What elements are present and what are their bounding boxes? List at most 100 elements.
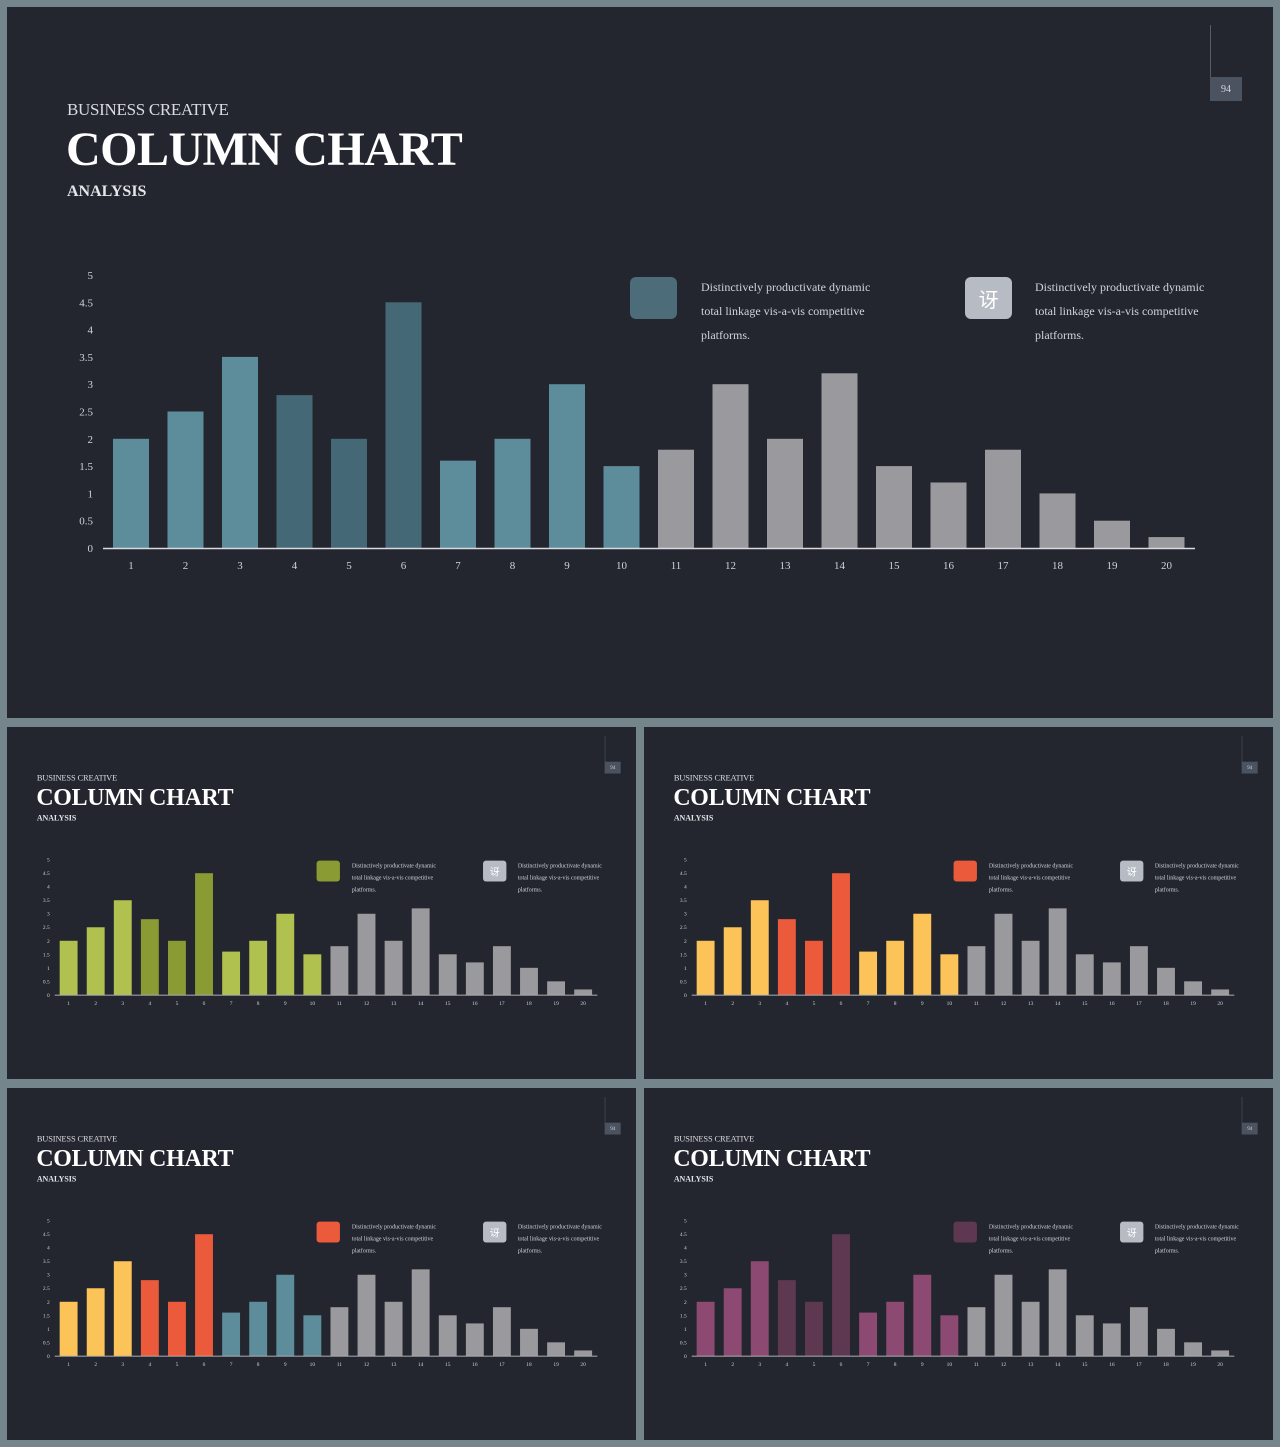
x-tick-label: 16 (1109, 1362, 1115, 1368)
x-tick-label: 14 (1055, 1001, 1061, 1007)
x-tick-label: 11 (337, 1362, 343, 1368)
chart-bar (1157, 967, 1175, 995)
y-tick-label: 0.5 (680, 1340, 687, 1346)
chart-bar (913, 913, 932, 995)
x-tick-label: 6 (203, 1001, 206, 1007)
legend-swatch-secondary: 讶 (1120, 1221, 1144, 1243)
chart-bar (832, 1234, 850, 1356)
y-tick-label: 3 (47, 1273, 50, 1279)
legend-text-primary: Distinctively productivate dynamic total… (351, 862, 436, 893)
chart-bar (167, 411, 204, 548)
chart-bar (438, 1315, 457, 1356)
chart-bar (59, 940, 78, 995)
chart-bar (357, 1274, 376, 1356)
x-tick-label: 3 (758, 1362, 761, 1368)
chart-bar (276, 1274, 295, 1356)
x-tick-label: 14 (418, 1001, 424, 1007)
chart-bar (696, 940, 715, 995)
x-tick-label: 6 (203, 1362, 206, 1368)
x-tick-label: 3 (237, 560, 243, 572)
chart-bar (859, 1312, 878, 1356)
chart-bar (330, 1307, 349, 1356)
column-chart: 00.511.522.533.544.551 2 3 4 5 6 7 8 9 10 11 12 13 14… (680, 1219, 1235, 1368)
x-tick-label: 18 (526, 1362, 532, 1368)
chart-bar (465, 962, 484, 995)
y-tick-label: 0.5 (79, 516, 93, 528)
chart-bar (1129, 1307, 1148, 1356)
chart-bar (167, 1301, 186, 1356)
x-tick-label: 5 (176, 1362, 179, 1368)
slide-content: 94 BUSINESS CREATIVE COLUMN CHART ANALYS… (7, 1088, 636, 1440)
chart-bar (1021, 1301, 1040, 1356)
x-tick-label: 11 (974, 1001, 980, 1007)
y-tick-label: 3 (684, 1273, 687, 1279)
y-tick-label: 5 (684, 858, 687, 864)
legend-text-secondary: Distinctively productivate dynamic total… (517, 862, 602, 893)
chart-bar (750, 900, 769, 995)
page-number-badge: 94 (1210, 77, 1242, 101)
chart-bar (492, 1307, 511, 1356)
y-tick-label: 2.5 (43, 1286, 50, 1292)
x-tick-label: 14 (1055, 1362, 1061, 1368)
y-tick-label: 4.5 (680, 1232, 687, 1238)
page-number-badge: 94 (604, 761, 621, 774)
chart-bar (222, 356, 258, 548)
x-tick-label: 1 (67, 1362, 70, 1368)
x-tick-label: 14 (834, 560, 846, 572)
y-tick-label: 0 (47, 993, 50, 999)
page-number-badge: 94 (1241, 761, 1258, 774)
slide-title: COLUMN CHART (66, 123, 463, 176)
y-tick-label: 5 (88, 270, 94, 282)
x-tick-label: 12 (364, 1001, 370, 1007)
chart-bar (1048, 1269, 1067, 1356)
chart-bar (438, 954, 457, 995)
slide-content: 94 BUSINESS CREATIVE COLUMN CHART ANALYS… (7, 7, 1273, 718)
y-tick-label: 4 (47, 885, 50, 891)
x-tick-label: 20 (1217, 1362, 1223, 1368)
y-tick-label: 2 (47, 939, 50, 945)
x-tick-label: 3 (758, 1001, 761, 1007)
page-number-badge: 94 (604, 1122, 621, 1135)
slide-analysis-label: ANALYSIS (36, 814, 77, 823)
chart-bar (1184, 981, 1203, 995)
chart-bar (1075, 1315, 1094, 1356)
chart-bar (913, 1274, 932, 1356)
x-tick-label: 8 (894, 1001, 897, 1007)
chart-bar (574, 989, 593, 995)
chart-bar (804, 1301, 823, 1356)
legend-text-primary: Distinctively productivate dynamic total… (988, 862, 1073, 893)
chart-bar (140, 919, 159, 995)
chart-bar (276, 913, 295, 995)
x-tick-label: 8 (510, 560, 516, 572)
y-tick-label: 0.5 (680, 979, 687, 985)
chart-bar (876, 466, 912, 548)
chinese-glyph-icon: 讶 (1126, 865, 1137, 878)
chinese-glyph-icon: 讶 (489, 865, 500, 878)
x-tick-label: 15 (1082, 1001, 1088, 1007)
legend-swatch-secondary: 讶 (483, 860, 507, 882)
chart-bar (140, 1280, 159, 1356)
chart-bar (777, 919, 796, 995)
column-chart: 00.511.522.533.544.551 2 3 4 5 6 7 8 9 10 11 12 13 14… (79, 270, 1195, 572)
x-tick-label: 19 (1190, 1362, 1196, 1368)
x-tick-label: 16 (472, 1362, 478, 1368)
x-tick-label: 7 (455, 560, 461, 572)
chart-bar (886, 1301, 905, 1356)
chart-bar (832, 873, 850, 995)
legend-swatch-primary (316, 860, 340, 882)
slide-content: 94 BUSINESS CREATIVE COLUMN CHART ANALYS… (644, 727, 1273, 1079)
page-number-badge: 94 (1241, 1122, 1258, 1135)
x-tick-label: 10 (616, 560, 628, 572)
chinese-glyph-icon: 讶 (978, 287, 999, 312)
chart-bar (465, 1323, 484, 1356)
chart-bar (222, 1312, 241, 1356)
chart-bar (994, 913, 1013, 995)
y-tick-label: 1 (684, 1327, 687, 1333)
x-tick-label: 6 (401, 560, 407, 572)
legend-swatch-primary (953, 1221, 977, 1243)
slide-title: COLUMN CHART (673, 784, 871, 811)
x-tick-label: 19 (1107, 560, 1119, 572)
x-tick-label: 20 (1161, 560, 1173, 572)
x-tick-label: 13 (391, 1362, 397, 1368)
x-tick-label: 12 (364, 1362, 370, 1368)
